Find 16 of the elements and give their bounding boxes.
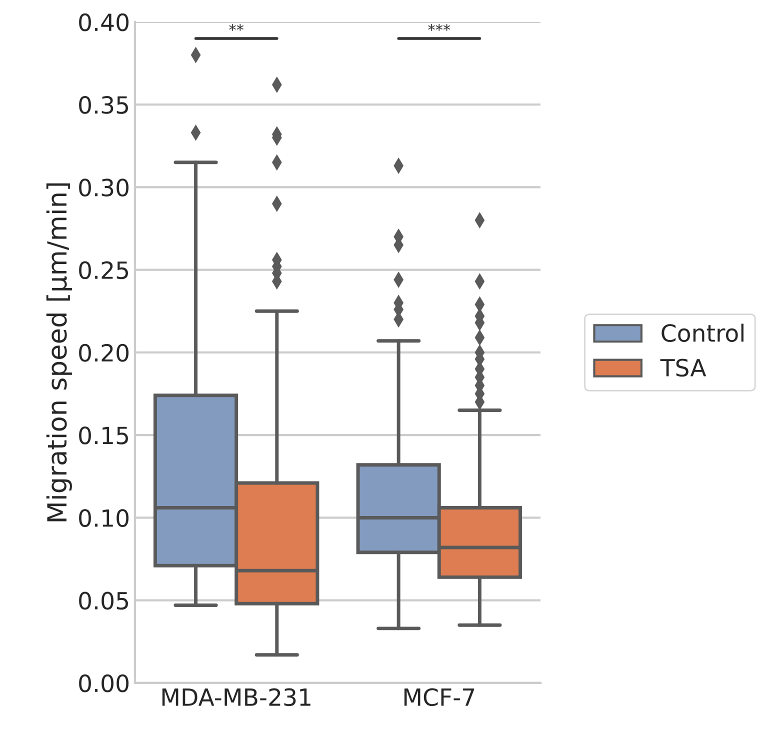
y-tick-label: 0.20: [79, 344, 129, 362]
legend-label: Control: [662, 324, 744, 342]
y-tick-label: 0.35: [79, 96, 128, 114]
y-tick-label: 0.15: [79, 426, 128, 444]
x-tick-label: MCF-7: [404, 688, 474, 706]
y-tick-label: 0.40: [79, 13, 129, 32]
y-axis-title: Migration speed [µm/min]: [46, 183, 72, 522]
legend-label: TSA: [660, 358, 706, 377]
y-tick-label: 0.25: [79, 261, 128, 280]
annotation: ***: [428, 24, 450, 31]
y-tick-label: 0.05: [79, 592, 128, 610]
annotation: **: [229, 24, 244, 31]
y-tick-label: 0.10: [79, 509, 129, 528]
x-tick-label: MDA-MB-231: [162, 688, 310, 706]
y-tick-label: 0.00: [79, 674, 129, 692]
y-tick-label: 0.30: [79, 178, 129, 197]
